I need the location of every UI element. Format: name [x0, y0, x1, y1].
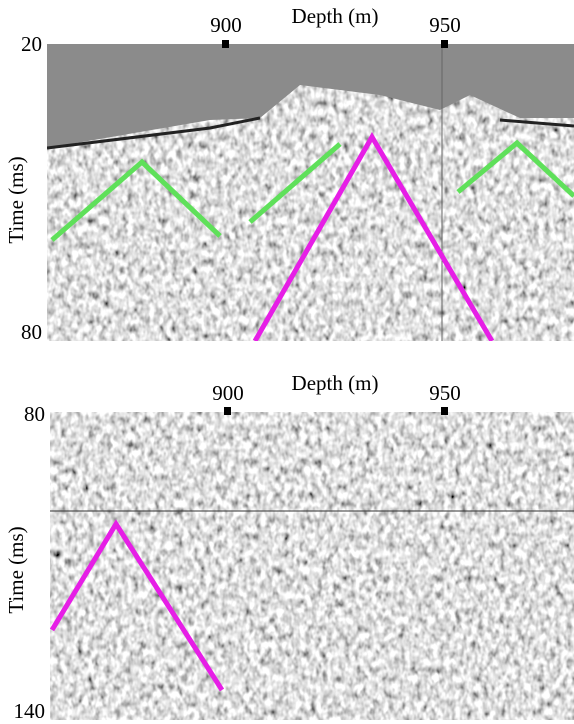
- x-tick-label: 950: [429, 381, 461, 405]
- x-tick-label: 900: [210, 13, 242, 37]
- x-axis-label: Depth (m): [292, 371, 379, 395]
- y-tick-label: 140: [14, 699, 46, 723]
- x-tick-label: 950: [429, 13, 461, 37]
- y-axis-label: Time (ms): [4, 526, 28, 613]
- x-axis-label: Depth (m): [292, 4, 379, 28]
- y-axis-label: Time (ms): [4, 156, 28, 243]
- x-tick-label: 900: [212, 381, 244, 405]
- y-tick-label: 20: [21, 32, 42, 56]
- y-tick-label: 80: [21, 320, 42, 344]
- y-tick-label: 80: [24, 402, 45, 426]
- seismic-image-top: [47, 44, 574, 341]
- seismic-image-bottom: [50, 412, 574, 720]
